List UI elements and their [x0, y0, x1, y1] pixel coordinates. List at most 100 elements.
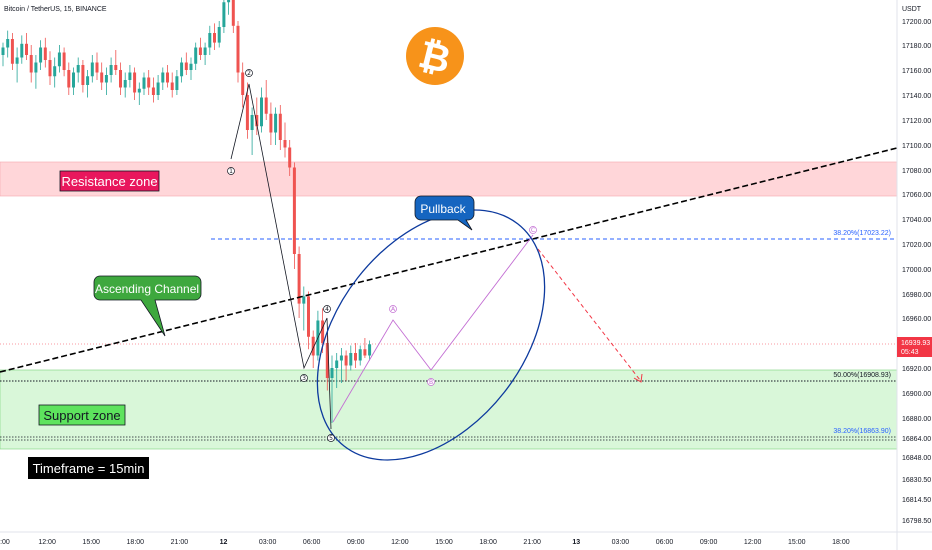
candle-body[interactable]: [142, 77, 146, 89]
resistance-label[interactable]: Resistance zone: [59, 170, 160, 192]
candle-body[interactable]: [175, 76, 179, 90]
timeframe-label[interactable]: Timeframe = 15min: [28, 457, 149, 479]
candle-body[interactable]: [307, 296, 310, 337]
candle-body[interactable]: [29, 55, 33, 73]
candle-body[interactable]: [133, 72, 137, 93]
candle-body[interactable]: [274, 113, 278, 133]
price-axis[interactable]: [897, 0, 932, 550]
candle-body[interactable]: [100, 72, 104, 83]
candle-body[interactable]: [6, 39, 10, 48]
candle-body[interactable]: [339, 355, 343, 361]
candle-body[interactable]: [25, 43, 28, 55]
price-tick-label: 16980.00: [902, 292, 931, 299]
candle-body[interactable]: [217, 27, 221, 43]
candle-body[interactable]: [208, 33, 212, 48]
candle-body[interactable]: [349, 353, 353, 366]
channel-callout[interactable]: Ascending Channel: [93, 275, 202, 337]
candle-body[interactable]: [67, 70, 71, 88]
svg-text:Ascending Channel: Ascending Channel: [95, 282, 199, 296]
impulse-wave-path[interactable]: [230, 83, 332, 430]
candle-body[interactable]: [245, 95, 249, 130]
candle-body[interactable]: [198, 47, 202, 56]
candle-body[interactable]: [335, 360, 339, 369]
candle-body[interactable]: [57, 52, 61, 67]
candle-body[interactable]: [1, 47, 5, 56]
candle-body[interactable]: [123, 80, 127, 88]
candle-body[interactable]: [95, 62, 99, 73]
candle-body[interactable]: [128, 72, 132, 81]
candle-body[interactable]: [358, 349, 362, 361]
candle-body[interactable]: [260, 97, 263, 127]
candle-body[interactable]: [137, 88, 141, 93]
candle-body[interactable]: [86, 76, 90, 85]
candle-body[interactable]: [147, 77, 151, 88]
candle-body[interactable]: [34, 62, 38, 73]
candle-body[interactable]: [90, 62, 94, 77]
candle-body[interactable]: [180, 62, 184, 77]
support-label[interactable]: Support zone: [38, 404, 126, 426]
candle-body[interactable]: [354, 353, 357, 361]
candle-body[interactable]: [109, 65, 113, 75]
candle-body[interactable]: [231, 0, 235, 26]
candle-body[interactable]: [250, 115, 254, 130]
candle-body[interactable]: [288, 147, 292, 168]
candle-body[interactable]: [194, 47, 198, 64]
candle-body[interactable]: [227, 0, 231, 3]
candle-body[interactable]: [283, 140, 287, 148]
svg-text:2: 2: [247, 70, 251, 77]
candle-body[interactable]: [72, 72, 75, 88]
candle-body[interactable]: [241, 72, 245, 96]
support-zone[interactable]: [0, 369, 898, 450]
candle-body[interactable]: [278, 113, 282, 140]
candle-body[interactable]: [76, 65, 80, 73]
channel-trendline[interactable]: [0, 147, 898, 373]
candle-body[interactable]: [114, 65, 118, 70]
candle-body[interactable]: [236, 25, 240, 73]
candle-body[interactable]: [321, 320, 325, 344]
candle-body[interactable]: [104, 75, 108, 83]
candle-body[interactable]: [81, 65, 85, 85]
wave-label-1: 1: [227, 167, 235, 175]
candle-body[interactable]: [368, 344, 372, 356]
candle-body[interactable]: [269, 113, 273, 133]
candle-body[interactable]: [20, 43, 24, 58]
candle-body[interactable]: [264, 97, 268, 114]
correction-wave-path[interactable]: [332, 234, 534, 423]
pullback-callout[interactable]: Pullback: [414, 195, 475, 231]
candle-body[interactable]: [325, 343, 329, 378]
candle-body[interactable]: [170, 82, 174, 91]
candle-body[interactable]: [156, 82, 160, 96]
current-price-tag[interactable]: 16939.93 05:43: [897, 337, 932, 357]
candle-body[interactable]: [151, 87, 155, 96]
price-tick-label: 17200.00: [902, 19, 931, 26]
candle-body[interactable]: [330, 368, 334, 378]
pullback-ellipse[interactable]: [271, 167, 591, 504]
candle-body[interactable]: [302, 296, 306, 304]
candle-body[interactable]: [15, 57, 19, 64]
candle-body[interactable]: [189, 63, 193, 70]
candle-body[interactable]: [297, 254, 301, 304]
candle-body[interactable]: [292, 167, 296, 255]
candle-body[interactable]: [43, 47, 47, 61]
candle-body[interactable]: [184, 62, 188, 71]
candle-body[interactable]: [119, 70, 122, 88]
candle-body[interactable]: [344, 355, 348, 366]
projection-arrow[interactable]: [537, 248, 641, 381]
candle-body[interactable]: [53, 66, 57, 77]
candle-body[interactable]: [222, 2, 226, 27]
candles-group[interactable]: [1, 0, 372, 423]
candle-body[interactable]: [48, 60, 52, 77]
candle-body[interactable]: [363, 349, 367, 356]
candle-body[interactable]: [10, 39, 14, 64]
candle-body[interactable]: [166, 72, 169, 83]
candle-body[interactable]: [39, 47, 43, 63]
candle-body[interactable]: [161, 72, 165, 83]
candle-body[interactable]: [213, 33, 216, 43]
candle-body[interactable]: [203, 47, 207, 56]
candle-body[interactable]: [311, 336, 315, 356]
candle-body[interactable]: [62, 52, 66, 71]
price-tick-label: 17020.00: [902, 242, 931, 249]
time-tick-label: 09:00: [347, 539, 365, 546]
candle-body[interactable]: [255, 115, 259, 127]
